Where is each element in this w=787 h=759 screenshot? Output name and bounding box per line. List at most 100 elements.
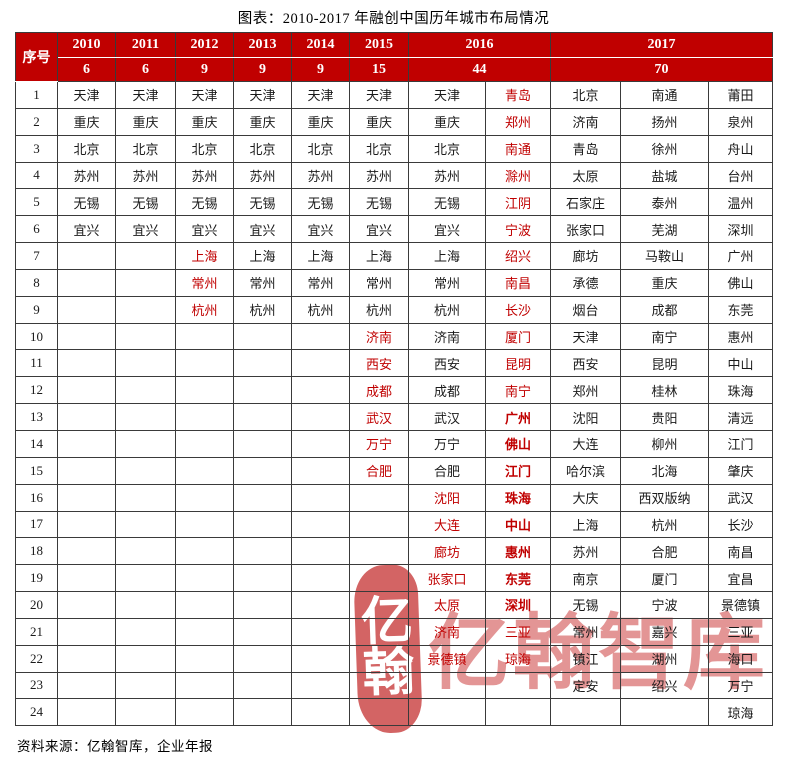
city-cell: 沈阳: [408, 483, 486, 512]
city-cell: 三亚: [707, 617, 774, 646]
header-year-2016: 2016: [408, 32, 551, 58]
city-cell: 苏州: [550, 537, 621, 566]
city-cell: 宜兴: [233, 215, 292, 244]
city-cell: 嘉兴: [620, 617, 709, 646]
row-number: 21: [15, 617, 58, 646]
header-count-2017: 70: [549, 57, 774, 82]
table-row: 18 廊坊 惠州 苏州 合肥 南昌: [15, 537, 774, 566]
row-number: 24: [15, 698, 58, 727]
city-cell: 重庆: [233, 107, 292, 136]
city-cell: [233, 456, 292, 485]
header-count-2010: 6: [57, 57, 116, 82]
table-row: 14 万宁 万宁 佛山 大连 柳州 江门: [15, 429, 774, 458]
city-cell: [408, 671, 486, 700]
city-cell: 镇江: [550, 644, 621, 673]
city-cell: [115, 322, 176, 351]
city-cell: [233, 510, 292, 539]
city-cell: 昆明: [485, 349, 551, 378]
city-cell: [175, 591, 234, 619]
row-number: 3: [15, 134, 58, 163]
city-cell: [57, 591, 116, 619]
city-cell: 上海: [349, 242, 409, 270]
city-cell: [57, 295, 116, 324]
row-number: 15: [15, 456, 58, 485]
city-cell: 莆田: [707, 81, 774, 109]
city-cell: 江门: [707, 429, 774, 458]
city-cell: 苏州: [408, 161, 486, 190]
city-cell: 石家庄: [550, 188, 621, 217]
city-cell: 天津: [175, 81, 234, 109]
city-cell: 成都: [408, 376, 486, 405]
city-cell: [115, 617, 176, 646]
city-cell: 泰州: [620, 188, 709, 217]
city-cell: 北京: [233, 134, 292, 163]
city-cell: 南通: [485, 134, 551, 163]
city-cell: 济南: [408, 617, 486, 646]
city-cell: 大庆: [550, 483, 621, 512]
header-year-2017: 2017: [549, 32, 774, 58]
city-cell: [349, 564, 409, 593]
city-cell: 盐城: [620, 161, 709, 190]
city-cell: 太原: [550, 161, 621, 190]
city-cell: [233, 429, 292, 458]
city-cell: 东莞: [707, 295, 774, 324]
city-cell: 厦门: [620, 564, 709, 593]
city-cell: 上海: [550, 510, 621, 539]
row-number: 5: [15, 188, 58, 217]
city-cell: 中山: [707, 349, 774, 378]
city-cell: [115, 376, 176, 405]
city-cell: 合肥: [408, 456, 486, 485]
city-cell: [349, 617, 409, 646]
city-cell: 杭州: [175, 295, 234, 324]
city-cell: [291, 322, 350, 351]
city-cell: [349, 644, 409, 673]
city-cell: 无锡: [550, 591, 621, 619]
city-cell: 南通: [620, 81, 709, 109]
city-cell: [57, 403, 116, 431]
city-cell: [233, 591, 292, 619]
city-cell: [57, 376, 116, 405]
table-row: 2 重庆 重庆 重庆 重庆 重庆 重庆 重庆 郑州 济南 扬州 泉州: [15, 107, 774, 136]
city-cell: 南京: [550, 564, 621, 593]
city-cell: 常州: [175, 268, 234, 297]
table-row: 5 无锡 无锡 无锡 无锡 无锡 无锡 无锡 江阴 石家庄 泰州 温州: [15, 188, 774, 217]
city-cell: [233, 644, 292, 673]
city-cell: [291, 644, 350, 673]
city-cell: 太原: [408, 591, 486, 619]
city-cell: [115, 564, 176, 593]
row-number: 17: [15, 510, 58, 539]
city-cell: [175, 510, 234, 539]
city-cell: 长沙: [707, 510, 774, 539]
city-cell: 成都: [349, 376, 409, 405]
city-cell: [57, 537, 116, 566]
city-cell: [291, 510, 350, 539]
city-cell: 徐州: [620, 134, 709, 163]
city-cell: [291, 591, 350, 619]
city-cell: [115, 671, 176, 700]
page-title: 图表：2010-2017 年融创中国历年城市布局情况: [237, 11, 550, 27]
city-cell: 舟山: [707, 134, 774, 163]
city-cell: 苏州: [57, 161, 116, 190]
city-cell: 宜兴: [408, 215, 486, 244]
table-row: 10 济南 济南 厦门 天津 南宁 惠州: [15, 322, 774, 351]
city-cell: [57, 510, 116, 539]
city-cell: 天津: [233, 81, 292, 109]
header-serial-number: 序号: [15, 32, 58, 82]
header-count-2013: 9: [233, 57, 292, 82]
row-number: 18: [15, 537, 58, 566]
table-row: 15 合肥 合肥 江门 哈尔滨 北海 肇庆: [15, 456, 774, 485]
city-cell: [291, 564, 350, 593]
table-row: 11 西安 西安 昆明 西安 昆明 中山: [15, 349, 774, 378]
header-count-2016: 44: [408, 57, 551, 82]
row-number: 20: [15, 591, 58, 619]
table-row: 19 张家口 东莞 南京 厦门 宜昌: [15, 564, 774, 593]
city-cell: [233, 403, 292, 431]
header-year-2011: 2011: [115, 32, 176, 58]
city-cell: 苏州: [349, 161, 409, 190]
city-cell: 无锡: [115, 188, 176, 217]
city-cell: 天津: [291, 81, 350, 109]
city-cell: 滁州: [485, 161, 551, 190]
city-cell: 深圳: [707, 215, 774, 244]
city-cell: [291, 698, 350, 727]
city-cell: 南昌: [707, 537, 774, 566]
